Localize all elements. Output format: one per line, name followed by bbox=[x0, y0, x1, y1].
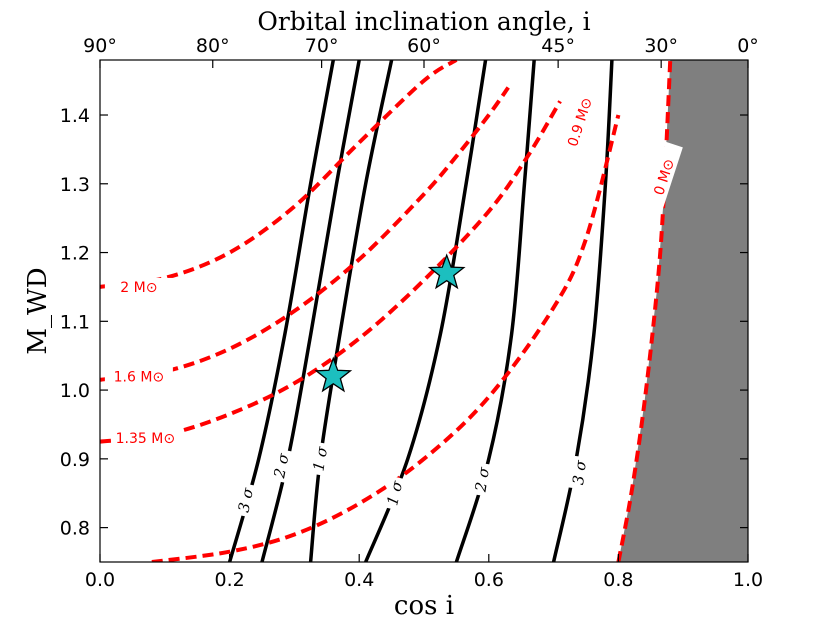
sigma-label-bg bbox=[382, 475, 408, 511]
mass-label-bg bbox=[644, 141, 683, 213]
sigma-label-bg bbox=[308, 441, 332, 477]
mass-label-bg bbox=[104, 367, 173, 386]
mass-label-3: 0.9 M⊙ bbox=[565, 96, 596, 149]
sigma-label-4: 2 σ bbox=[471, 465, 493, 494]
sigma-contour-2 bbox=[308, 60, 394, 562]
mass-label-bg bbox=[560, 86, 599, 158]
star-marker-0 bbox=[314, 356, 353, 393]
top-tick-label-4: 45° bbox=[541, 35, 575, 57]
plot-area: 3 σ 2 σ 1 σ 1 σ 2 σ 3 σ 2 M⊙ 1.6 M⊙ 1.35 M⊙ 0.9 M… bbox=[100, 60, 748, 562]
mass-label-2: 1.35 M⊙ bbox=[116, 431, 175, 447]
sigma-label-bg bbox=[233, 482, 258, 518]
x-tick-label-0: 0.0 bbox=[85, 569, 115, 591]
top-tick-label-3: 60° bbox=[407, 35, 441, 57]
mass-label-bg bbox=[104, 277, 173, 296]
y-tick-label-1: 0.9 bbox=[60, 449, 90, 471]
y-tick-label-2: 1.0 bbox=[60, 380, 90, 402]
y-axis-title: M_WD bbox=[23, 267, 53, 354]
x-tick-label-4: 0.8 bbox=[603, 569, 633, 591]
x-tick-label-5: 1.0 bbox=[733, 569, 763, 591]
top-tick-label-2: 70° bbox=[305, 35, 339, 57]
excluded-region bbox=[618, 60, 748, 562]
x-tick-label-2: 0.4 bbox=[344, 569, 374, 591]
sigma-label-5: 3 σ bbox=[569, 459, 590, 486]
sigma-label-3: 1 σ bbox=[383, 478, 406, 507]
y-tick-label-6: 1.4 bbox=[60, 105, 90, 127]
top-tick-label-5: 30° bbox=[644, 35, 678, 57]
sigma-label-0: 3 σ bbox=[235, 486, 258, 514]
sigma-label-bg bbox=[568, 455, 591, 490]
mass-curve-2 bbox=[100, 100, 562, 444]
sigma-label-bg bbox=[470, 462, 494, 497]
y-tick-label-0: 0.8 bbox=[60, 518, 90, 540]
plot-series: 3 σ 2 σ 1 σ 1 σ 2 σ 3 σ 2 M⊙ 1.6 M⊙ 1.35 M⊙ 0.9 M… bbox=[100, 60, 748, 562]
top-tick-label-1: 80° bbox=[196, 35, 230, 57]
star-marker-1 bbox=[427, 253, 466, 290]
sigma-label-2: 1 σ bbox=[309, 445, 331, 473]
sigma-label-1: 2 σ bbox=[270, 451, 293, 480]
x-tick-label-1: 0.2 bbox=[214, 569, 244, 591]
sigma-label-bg bbox=[269, 448, 294, 484]
x-tick-label-3: 0.6 bbox=[474, 569, 504, 591]
top-tick-label-0: 90° bbox=[83, 35, 117, 57]
mass-curve-1 bbox=[100, 86, 510, 382]
y-tick-label-3: 1.1 bbox=[60, 311, 90, 333]
top-tick-label-6: 0° bbox=[737, 35, 759, 57]
axes: 0.0 0.2 0.4 0.6 0.8 1.0 0.8 0.9 1.0 1.1 1.2 1.3 1.4 9… bbox=[60, 35, 763, 591]
mass-label-0: 2 M⊙ bbox=[120, 280, 157, 296]
mass-label-bg bbox=[111, 429, 180, 448]
sigma-contour-1 bbox=[260, 60, 361, 562]
mass-curve-0 bbox=[100, 60, 458, 289]
sigma-contour-4 bbox=[454, 60, 536, 562]
y-tick-label-4: 1.2 bbox=[60, 243, 90, 265]
top-axis-title: Orbital inclination angle, i bbox=[257, 7, 590, 36]
y-tick-label-5: 1.3 bbox=[60, 174, 90, 196]
mass-label-1: 1.6 M⊙ bbox=[114, 369, 165, 385]
x-axis-title: cos i bbox=[394, 591, 454, 621]
mass-curve-3 bbox=[151, 114, 621, 562]
